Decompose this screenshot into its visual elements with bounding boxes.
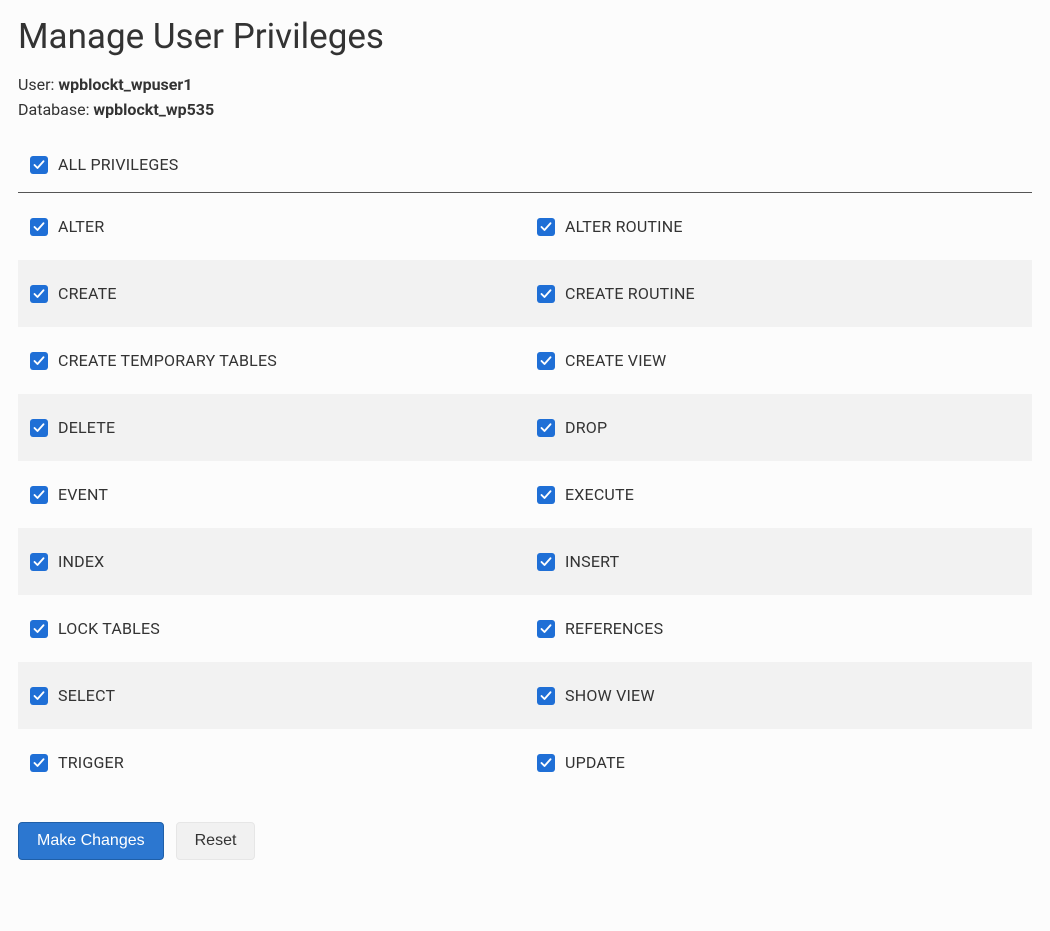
table-row: TRIGGER UPDATE (18, 729, 1032, 796)
privilege-label-lock-tables: LOCK TABLES (58, 619, 160, 638)
check-icon (33, 556, 45, 568)
check-icon (540, 288, 552, 300)
table-row: EVENT EXECUTE (18, 461, 1032, 528)
privilege-checkbox-references[interactable] (537, 620, 555, 638)
privilege-label-event: EVENT (58, 485, 108, 504)
table-row: DELETE DROP (18, 394, 1032, 461)
privilege-checkbox-alter[interactable] (30, 218, 48, 236)
privilege-cell-show-view: SHOW VIEW (525, 662, 1032, 729)
database-label: Database: (18, 100, 89, 119)
privilege-label-create-view: CREATE VIEW (565, 351, 666, 370)
privilege-label-alter: ALTER (58, 217, 104, 236)
privilege-label-references: REFERENCES (565, 619, 663, 638)
privilege-label-show-view: SHOW VIEW (565, 686, 655, 705)
privilege-cell-alter: ALTER (18, 193, 525, 260)
check-icon (33, 221, 45, 233)
privilege-label-alter-routine: ALTER ROUTINE (565, 217, 683, 236)
database-value: wpblockt_wp535 (93, 100, 214, 119)
table-row: SELECT SHOW VIEW (18, 662, 1032, 729)
all-privileges-label: ALL PRIVILEGES (58, 155, 179, 174)
check-icon (540, 221, 552, 233)
privilege-label-update: UPDATE (565, 753, 625, 772)
privilege-checkbox-alter-routine[interactable] (537, 218, 555, 236)
privilege-checkbox-index[interactable] (30, 553, 48, 571)
check-icon (33, 355, 45, 367)
table-row: INDEX INSERT (18, 528, 1032, 595)
privilege-label-index: INDEX (58, 552, 104, 571)
privilege-cell-lock-tables: LOCK TABLES (18, 595, 525, 662)
check-icon (540, 422, 552, 434)
all-privileges-checkbox[interactable] (30, 156, 48, 174)
privilege-cell-trigger: TRIGGER (18, 729, 525, 796)
privilege-label-delete: DELETE (58, 418, 115, 437)
privilege-cell-drop: DROP (525, 394, 1032, 461)
check-icon (540, 690, 552, 702)
check-icon (33, 690, 45, 702)
privilege-checkbox-select[interactable] (30, 687, 48, 705)
table-row: ALTER ALTER ROUTINE (18, 193, 1032, 260)
privilege-checkbox-create-view[interactable] (537, 352, 555, 370)
privilege-cell-select: SELECT (18, 662, 525, 729)
privilege-checkbox-execute[interactable] (537, 486, 555, 504)
privilege-checkbox-create-routine[interactable] (537, 285, 555, 303)
actions-row: Make Changes Reset (18, 822, 1032, 860)
privilege-cell-event: EVENT (18, 461, 525, 528)
privilege-checkbox-drop[interactable] (537, 419, 555, 437)
privilege-checkbox-trigger[interactable] (30, 754, 48, 772)
make-changes-button[interactable]: Make Changes (18, 822, 164, 860)
all-privileges-row: ALL PRIVILEGES (18, 145, 1032, 193)
user-value: wpblockt_wpuser1 (58, 75, 192, 94)
privilege-cell-insert: INSERT (525, 528, 1032, 595)
check-icon (33, 159, 45, 171)
privilege-label-select: SELECT (58, 686, 115, 705)
privilege-cell-alter-routine: ALTER ROUTINE (525, 193, 1032, 260)
privilege-checkbox-insert[interactable] (537, 553, 555, 571)
privilege-cell-create-routine: CREATE ROUTINE (525, 260, 1032, 327)
check-icon (540, 757, 552, 769)
privileges-table: ALTERALTER ROUTINECREATECREATE ROUTINECR… (18, 193, 1032, 796)
privileges-section: ALL PRIVILEGES ALTERALTER ROUTINECREATEC… (18, 145, 1032, 796)
privilege-cell-delete: DELETE (18, 394, 525, 461)
privilege-checkbox-delete[interactable] (30, 419, 48, 437)
check-icon (33, 489, 45, 501)
reset-button[interactable]: Reset (176, 822, 256, 860)
check-icon (33, 288, 45, 300)
privilege-cell-index: INDEX (18, 528, 525, 595)
privilege-checkbox-event[interactable] (30, 486, 48, 504)
privilege-cell-create-view: CREATE VIEW (525, 327, 1032, 394)
page-title: Manage User Privileges (18, 16, 1032, 57)
privilege-cell-create-temporary-tables: CREATE TEMPORARY TABLES (18, 327, 525, 394)
privilege-checkbox-create-temporary-tables[interactable] (30, 352, 48, 370)
user-line: User: wpblockt_wpuser1 (18, 75, 1032, 94)
privilege-label-create-routine: CREATE ROUTINE (565, 284, 695, 303)
privilege-checkbox-show-view[interactable] (537, 687, 555, 705)
privilege-checkbox-create[interactable] (30, 285, 48, 303)
table-row: CREATE TEMPORARY TABLES CREATE VIEW (18, 327, 1032, 394)
database-line: Database: wpblockt_wp535 (18, 100, 1032, 119)
privilege-label-trigger: TRIGGER (58, 753, 124, 772)
check-icon (540, 355, 552, 367)
check-icon (540, 489, 552, 501)
check-icon (33, 623, 45, 635)
privilege-cell-create: CREATE (18, 260, 525, 327)
privilege-cell-execute: EXECUTE (525, 461, 1032, 528)
check-icon (540, 556, 552, 568)
check-icon (33, 422, 45, 434)
privilege-label-insert: INSERT (565, 552, 619, 571)
check-icon (33, 757, 45, 769)
user-label: User: (18, 75, 54, 94)
privilege-cell-update: UPDATE (525, 729, 1032, 796)
table-row: LOCK TABLES REFERENCES (18, 595, 1032, 662)
privilege-label-create: CREATE (58, 284, 117, 303)
privilege-checkbox-update[interactable] (537, 754, 555, 772)
privilege-label-drop: DROP (565, 418, 607, 437)
privilege-cell-references: REFERENCES (525, 595, 1032, 662)
privilege-checkbox-lock-tables[interactable] (30, 620, 48, 638)
check-icon (540, 623, 552, 635)
privilege-label-create-temporary-tables: CREATE TEMPORARY TABLES (58, 351, 277, 370)
table-row: CREATE CREATE ROUTINE (18, 260, 1032, 327)
privilege-label-execute: EXECUTE (565, 485, 634, 504)
